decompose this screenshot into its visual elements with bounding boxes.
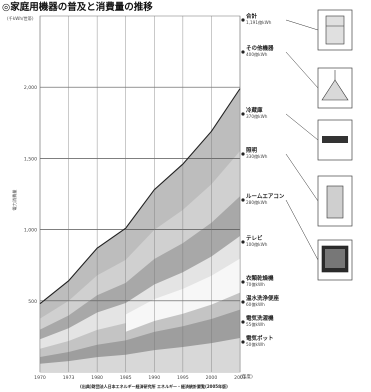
legend-sublabel: 1,191億kWh xyxy=(246,19,272,26)
legend-label: 冷蔵庫 xyxy=(246,106,263,114)
x-axis-unit: (年度) xyxy=(240,373,253,380)
legend-label: 電気洗濯機 xyxy=(246,314,274,322)
legend-sublabel: 50億kWh xyxy=(246,341,265,348)
legend-sublabel: 400億kWh xyxy=(246,51,268,58)
legend-leader xyxy=(285,51,319,89)
legend-label: テレビ xyxy=(246,234,263,242)
x-tick-label: 1980 xyxy=(91,375,103,381)
y-tick-label: 1,000 xyxy=(24,228,37,234)
y-ticks: 500 1,000 1,500 2,000 xyxy=(24,85,37,305)
x-tick-label: 1985 xyxy=(120,375,132,381)
legend-sublabel: 330億kWh xyxy=(246,153,268,160)
source-note: (出典)財団法人日本エネルギー経済研究所 エネルギー・経済統計要覧(2005年版… xyxy=(80,383,228,389)
legend-leader xyxy=(285,113,319,141)
x-tick-label: 2000 xyxy=(206,375,218,381)
chart-title: ◎家庭用機器の普及と消費量の推移 xyxy=(2,1,153,13)
legend-sublabel: 55億kWh xyxy=(246,321,265,328)
total-line xyxy=(39,88,241,305)
x-tick-label: 1995 xyxy=(177,375,189,381)
x-tick-label: 1990 xyxy=(148,375,160,381)
legend-label: 温水洗浄便座 xyxy=(246,294,280,302)
tv-screen xyxy=(325,249,345,268)
heater-icon xyxy=(326,185,344,219)
legend-label: 合計 xyxy=(246,12,258,20)
legend-marker xyxy=(241,152,245,156)
y-tick-label: 2,000 xyxy=(24,85,37,91)
x-tick-label: 1970 xyxy=(34,375,46,381)
y-tick-label: 1,500 xyxy=(24,156,37,162)
air-conditioner-icon xyxy=(322,136,348,143)
stack-band-6 xyxy=(40,337,240,372)
legend-marker xyxy=(241,280,245,284)
legend-marker xyxy=(241,112,245,116)
x-ticks: 1970 1973 1980 1985 1990 1995 2000 2003 xyxy=(34,375,246,381)
legend-label: ルームエアコン xyxy=(246,193,285,200)
legend-sublabel: 370億kWh xyxy=(246,113,268,120)
legend-label: その他機器 xyxy=(246,44,274,52)
y-axis-title: 電力消費量 xyxy=(11,190,18,211)
refrigerator-icon xyxy=(325,15,345,45)
legend-marker xyxy=(241,50,245,54)
legend-sublabel: 70億kWh xyxy=(246,281,265,288)
legend-leader xyxy=(285,19,319,31)
plot-area xyxy=(39,15,241,373)
legend-marker xyxy=(241,198,245,202)
legend-marker xyxy=(241,240,245,244)
x-tick-label: 2003 xyxy=(234,375,246,381)
legend-leader xyxy=(285,153,319,202)
legend-label: 電気ポット xyxy=(246,334,274,342)
legend-label: 衣類乾燥機 xyxy=(246,274,274,282)
legend-label: 照明 xyxy=(246,146,258,154)
legend-sublabel: 100億kWh xyxy=(246,241,268,248)
lamp-icon xyxy=(321,79,349,101)
legend-leader xyxy=(285,199,319,261)
y-tick-label: 500 xyxy=(28,299,37,305)
legend-marker xyxy=(241,300,245,304)
y-axis-unit: (千kWh/世帯) xyxy=(7,15,34,22)
legend-sublabel: 60億kWh xyxy=(246,301,265,308)
legend-marker xyxy=(241,340,245,344)
x-tick-label: 1973 xyxy=(63,375,75,381)
legend-marker xyxy=(241,18,245,22)
legend-marker xyxy=(241,320,245,324)
legend-sublabel: 280億kWh xyxy=(246,199,268,206)
